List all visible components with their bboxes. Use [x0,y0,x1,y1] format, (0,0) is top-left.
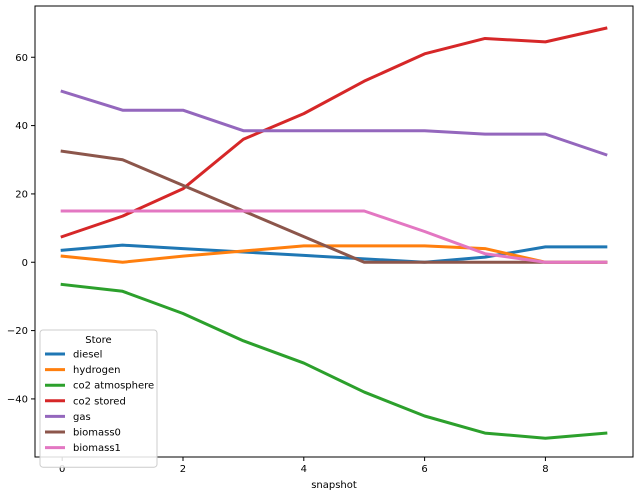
x-tick-label: 2 [180,464,186,475]
legend-title: Store [85,335,111,346]
y-tick-label: 60 [15,53,28,64]
legend-box [39,329,158,468]
legend-item-label: biomass1 [73,443,121,454]
series-line-diesel [60,243,608,264]
series-line-co2-atmosphere [60,282,608,440]
x-tick-label: 6 [421,464,427,475]
y-tick-label: −20 [7,326,28,337]
x-axis: 0 2 4 6 8 [59,457,549,475]
y-tick-label: −40 [7,394,28,405]
legend-item-label: co2 atmosphere [73,381,154,392]
y-tick-label: 0 [22,258,28,269]
legend-item-label: hydrogen [73,365,120,376]
series-line-biomass1 [60,209,608,264]
x-axis-title: snapshot [311,480,357,491]
legend-item-label: biomass0 [73,428,121,439]
x-tick-label: 8 [542,464,548,475]
y-axis: −40 −20 0 20 40 60 [7,53,35,405]
x-tick-label: 0 [59,464,65,475]
series-line-hydrogen [60,244,608,264]
y-tick-label: 20 [15,189,28,200]
x-tick-label: 4 [301,464,307,475]
legend-item-label: co2 stored [73,396,126,407]
legend: Store diesel hydrogen co2 atmosphere co2 sto… [39,329,158,468]
series-line-co2-stored [60,26,608,239]
series-line-gas [60,89,608,157]
legend-item-label: gas [73,412,91,423]
legend-item-label: diesel [73,350,102,361]
plot-frame [34,5,634,458]
series-line-biomass0 [60,149,608,264]
y-tick-label: 40 [15,121,28,132]
series-layer [60,26,608,440]
